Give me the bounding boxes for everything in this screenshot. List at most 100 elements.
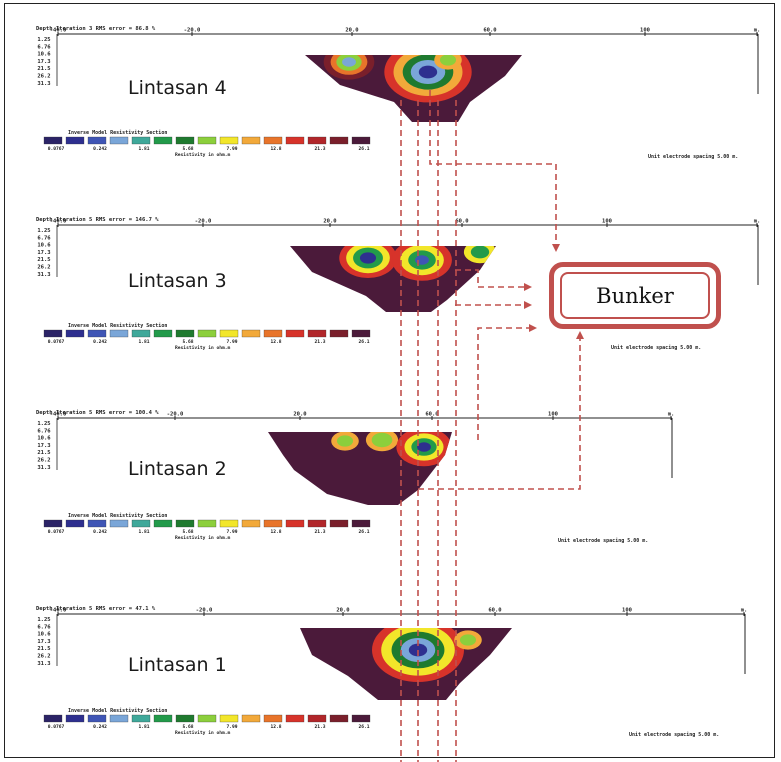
- depth-label: 17.3: [37, 59, 50, 65]
- profile-4: Depth Iteration 3 RMS error = 86.8 %-40.…: [36, 26, 760, 160]
- iteration-header: Depth Iteration 5 RMS error = 146.7 %: [36, 217, 159, 223]
- resistivity-contour: [470, 246, 490, 259]
- legend-swatch: [153, 714, 173, 723]
- depth-label: 26.2: [37, 74, 50, 80]
- axis-tick-label: m.: [668, 412, 675, 418]
- legend-value: 0.0767: [48, 146, 65, 152]
- arrow-lintasan-4: [429, 90, 560, 252]
- depth-label: 1.25: [37, 228, 50, 234]
- profile-1: Depth Iteration 5 RMS error = 47.1 %-40.…: [36, 606, 747, 738]
- legend-swatch: [109, 714, 129, 723]
- resistivity-contour: [459, 634, 477, 646]
- axis-tick-label: -20.0: [184, 28, 201, 34]
- lintasan-label: Lintasan 2: [128, 458, 227, 480]
- legend-swatch: [43, 714, 63, 723]
- legend-swatch: [285, 519, 305, 528]
- legend-value: 0.0767: [48, 724, 65, 730]
- legend-swatch: [241, 519, 261, 528]
- depth-label: 26.2: [37, 458, 50, 464]
- legend-value: 21.3: [314, 146, 325, 152]
- legend-swatch: [307, 519, 327, 528]
- axis-tick-label: -20.0: [196, 608, 213, 614]
- bunker-label: Bunker: [596, 283, 674, 308]
- legend-swatch: [263, 136, 283, 145]
- legend-swatch: [241, 136, 261, 145]
- axis-tick-label: m.: [754, 219, 761, 225]
- resistivity-contour: [336, 435, 354, 447]
- anomaly-group: [339, 246, 496, 281]
- legend-value: 0.242: [93, 339, 107, 345]
- legend-value: 7.99: [226, 339, 237, 345]
- legend-title: Inverse Model Resistivity Section: [68, 513, 167, 519]
- legend-caption: Resistivity in ohm.m: [175, 345, 231, 351]
- figure-frame: [4, 3, 775, 758]
- legend-value: 1.81: [138, 339, 149, 345]
- legend-swatch: [263, 714, 283, 723]
- legend-swatch: [109, 519, 129, 528]
- axis-tick-label: 20.0: [345, 28, 358, 34]
- arrow-lintasan-3-upper: [455, 269, 532, 291]
- resistivity-contour: [359, 252, 377, 264]
- depth-label: 1.25: [37, 617, 50, 623]
- legend-swatch: [241, 714, 261, 723]
- axis-tick-label: -40.0: [50, 608, 67, 614]
- axis-tick-label: 20.0: [323, 219, 336, 225]
- legend-value: 12.8: [270, 339, 281, 345]
- depth-label: 26.2: [37, 265, 50, 271]
- lintasan-label: Lintasan 3: [128, 270, 227, 292]
- legend-swatch: [285, 136, 305, 145]
- depth-label: 21.5: [37, 646, 50, 652]
- legend-value: 7.99: [226, 724, 237, 730]
- legend-swatch: [351, 136, 371, 145]
- legend-swatch: [65, 714, 85, 723]
- resistivity-contour: [415, 255, 429, 265]
- legend-value: 26.1: [358, 339, 369, 345]
- axis-tick-label: -40.0: [50, 28, 67, 34]
- iteration-header: Depth Iteration 5 RMS error = 100.4 %: [36, 410, 159, 416]
- legend-value: 21.3: [314, 724, 325, 730]
- depth-label: 1.25: [37, 421, 50, 427]
- legend-value: 26.1: [358, 529, 369, 535]
- legend-swatch: [197, 519, 217, 528]
- axis-tick-label: 100: [640, 28, 650, 34]
- legend-swatch: [351, 714, 371, 723]
- axis-tick-label: 100: [548, 412, 558, 418]
- legend-value: 21.3: [314, 339, 325, 345]
- legend-value: 7.99: [226, 529, 237, 535]
- legend-swatch: [263, 329, 283, 338]
- legend-swatch: [307, 329, 327, 338]
- legend-swatch: [197, 136, 217, 145]
- lintasan-label: Lintasan 1: [128, 654, 227, 676]
- resistivity-contour: [418, 65, 438, 79]
- axis-tick-label: m.: [741, 608, 748, 614]
- legend-swatch: [241, 329, 261, 338]
- legend-value: 0.242: [93, 146, 107, 152]
- depth-label: 21.5: [37, 66, 50, 72]
- axis-tick-label: 60.0: [425, 412, 438, 418]
- axis-tick-label: 60.0: [455, 219, 468, 225]
- legend-value: 26.1: [358, 724, 369, 730]
- resistivity-contour: [417, 442, 431, 452]
- legend-swatch: [329, 329, 349, 338]
- lintasan-label: Lintasan 4: [128, 77, 227, 99]
- resistivity-contour: [342, 57, 356, 67]
- depth-label: 31.3: [37, 661, 50, 667]
- depth-label: 21.5: [37, 257, 50, 263]
- depth-label: 1.25: [37, 37, 50, 43]
- axis-tick-label: 60.0: [483, 28, 496, 34]
- resistivity-contour: [371, 432, 393, 448]
- legend-value: 1.81: [138, 146, 149, 152]
- depth-label: 17.3: [37, 250, 50, 256]
- legend-swatch: [43, 329, 63, 338]
- depth-label: 6.76: [37, 428, 51, 434]
- depth-label: 10.6: [37, 243, 51, 249]
- legend-swatch: [153, 136, 173, 145]
- legend-swatch: [175, 136, 195, 145]
- legend-value: 12.8: [270, 724, 281, 730]
- axis-tick-label: -40.0: [50, 219, 67, 225]
- profile-3: Depth Iteration 5 RMS error = 146.7 %-40…: [36, 217, 760, 351]
- legend-value: 1.81: [138, 724, 149, 730]
- legend-swatch: [131, 714, 151, 723]
- legend-swatch: [219, 329, 239, 338]
- anomaly-group: [323, 55, 472, 103]
